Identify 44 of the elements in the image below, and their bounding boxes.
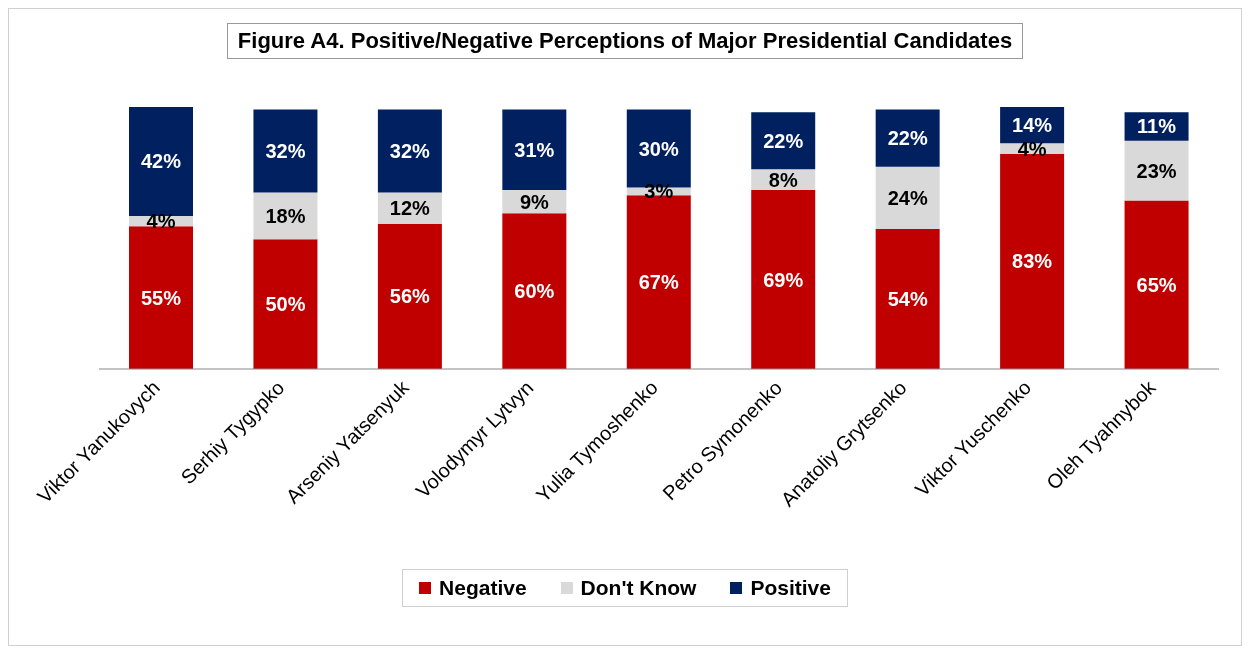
legend-label: Negative bbox=[439, 576, 527, 600]
data-label: 12% bbox=[389, 197, 431, 220]
data-label: 65% bbox=[1136, 273, 1177, 296]
data-label: 14% bbox=[1012, 114, 1053, 137]
bar bbox=[751, 190, 816, 369]
data-label: 32% bbox=[389, 140, 431, 163]
chart-title: Figure A4. Positive/Negative Perceptions of Major Presidential Candidates bbox=[226, 23, 1024, 59]
data-label: 32% bbox=[265, 140, 306, 163]
data-label: 69% bbox=[763, 268, 804, 291]
data-label: 8% bbox=[768, 168, 798, 191]
bar bbox=[1124, 200, 1189, 369]
bar bbox=[875, 109, 940, 167]
legend-label: Positive bbox=[750, 576, 831, 600]
data-label: 42% bbox=[140, 150, 182, 173]
data-label: 83% bbox=[1012, 250, 1053, 273]
data-label: 56% bbox=[389, 285, 431, 308]
bar bbox=[502, 109, 567, 191]
data-label: 22% bbox=[887, 127, 928, 150]
data-label: 55% bbox=[140, 286, 182, 309]
bar bbox=[129, 107, 193, 216]
data-label: 18% bbox=[265, 204, 306, 227]
bar bbox=[377, 223, 442, 369]
data-label: 4% bbox=[146, 210, 176, 233]
data-label: 30% bbox=[638, 137, 680, 160]
data-label: 50% bbox=[265, 293, 306, 316]
data-label: 67% bbox=[638, 271, 680, 294]
bar bbox=[129, 226, 193, 369]
data-label: 9% bbox=[519, 190, 549, 213]
bar bbox=[253, 109, 318, 193]
bar bbox=[502, 213, 567, 369]
bar bbox=[875, 228, 940, 369]
data-label: 54% bbox=[887, 287, 928, 310]
bar bbox=[377, 109, 442, 193]
data-label: 22% bbox=[763, 129, 804, 152]
data-label: 23% bbox=[1136, 159, 1177, 182]
data-label: 11% bbox=[1137, 115, 1177, 138]
data-label: 24% bbox=[887, 186, 928, 209]
bar bbox=[875, 166, 940, 229]
legend-label: Don't Know bbox=[580, 576, 697, 600]
data-label: 31% bbox=[514, 138, 555, 161]
bar bbox=[253, 239, 318, 369]
bar bbox=[751, 112, 816, 170]
data-label: 60% bbox=[514, 280, 555, 303]
data-label: 4% bbox=[1017, 137, 1047, 160]
